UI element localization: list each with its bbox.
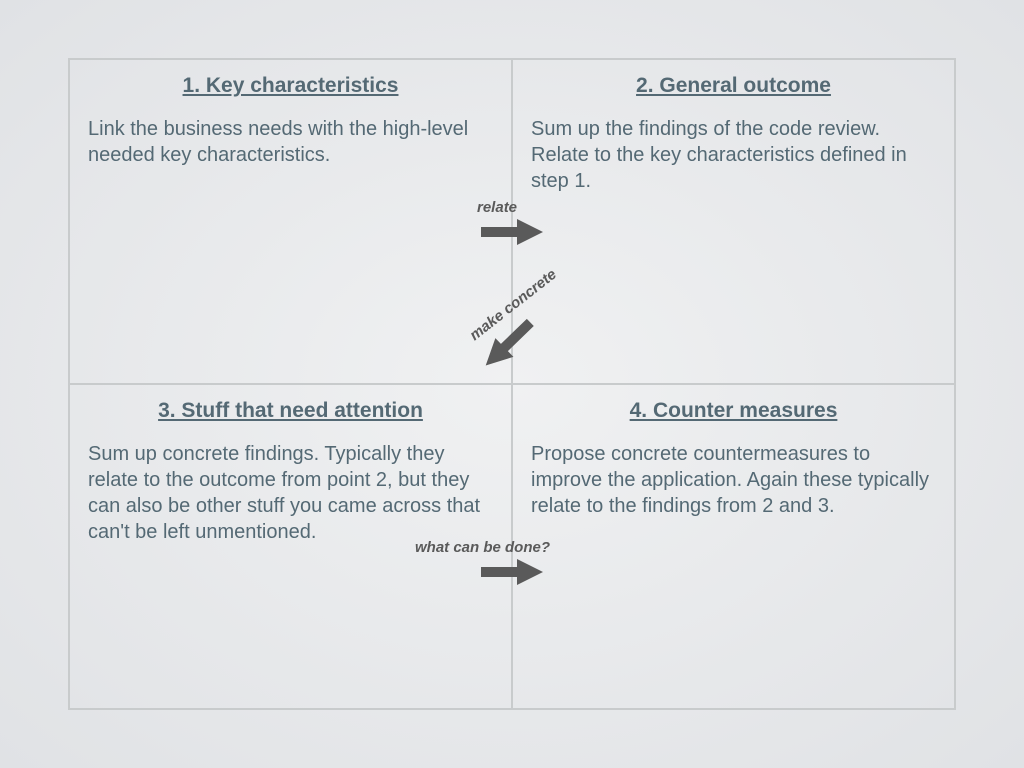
- quadrant-1-title: 1. Key characteristics: [88, 74, 493, 98]
- quadrant-3-body: Sum up concrete findings. Typically they…: [88, 441, 493, 545]
- arrow-right-icon: [477, 217, 547, 247]
- quadrant-4-body: Propose concrete countermeasures to impr…: [531, 441, 936, 519]
- quadrant-4-title: 4. Counter measures: [531, 399, 936, 423]
- arrow-right-icon: [477, 557, 547, 587]
- quadrant-4: 4. Counter measures Propose concrete cou…: [512, 384, 955, 709]
- quadrant-3-title: 3. Stuff that need attention: [88, 399, 493, 423]
- quadrant-1: 1. Key characteristics Link the business…: [69, 59, 512, 384]
- quadrant-2-body: Sum up the findings of the code review. …: [531, 116, 936, 194]
- quadrant-2: 2. General outcome Sum up the findings o…: [512, 59, 955, 384]
- arrow-label-what-can-be-done: what can be done?: [415, 539, 550, 556]
- quadrant-1-body: Link the business needs with the high-le…: [88, 116, 493, 168]
- quadrant-grid: 1. Key characteristics Link the business…: [68, 58, 956, 710]
- quadrant-2-title: 2. General outcome: [531, 74, 936, 98]
- arrow-label-relate: relate: [477, 199, 517, 216]
